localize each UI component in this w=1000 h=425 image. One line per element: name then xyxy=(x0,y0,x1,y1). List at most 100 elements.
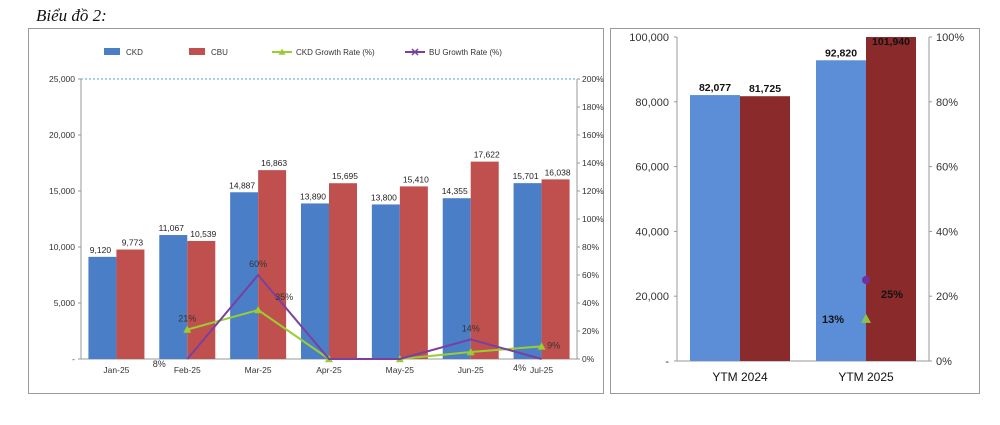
ytm-sales-chart: - 20,000 40,000 60,000 80,000 100,000 0% 20% 40%… xyxy=(610,28,980,394)
x-tick-label: Jun-25 xyxy=(458,365,484,375)
ckd-growth-marker xyxy=(466,348,475,356)
bar-ckd xyxy=(230,192,259,359)
bar-value-label: 9,773 xyxy=(122,238,144,248)
y-left-tick-label: 100,000 xyxy=(629,32,669,44)
bar-value-label: 14,355 xyxy=(442,186,468,196)
y-right-tick-label: 180% xyxy=(582,102,604,112)
bar-cbu xyxy=(541,179,570,359)
ckd-growth-marker xyxy=(537,342,546,350)
y-left-tick-label: 10,000 xyxy=(49,242,75,252)
y-left-tick-label: 15,000 xyxy=(49,186,75,196)
bar-cbu xyxy=(116,249,145,359)
x-tick-label: Mar-25 xyxy=(245,365,272,375)
bar-ckd xyxy=(690,95,740,361)
bar-cbu xyxy=(740,96,790,361)
x-tick-label: Jul-25 xyxy=(530,365,553,375)
y-left-tick-label: - xyxy=(72,354,75,364)
y-right-tick-label: 120% xyxy=(582,186,604,196)
y-left-tick-label: 20,000 xyxy=(49,130,75,140)
bar-value-label: 16,038 xyxy=(545,167,571,177)
ytm-sales-chart-svg: - 20,000 40,000 60,000 80,000 100,000 0% 20% 40%… xyxy=(629,32,964,384)
growth-value-label: 14% xyxy=(462,323,480,333)
legend-marker xyxy=(278,48,286,55)
bar-cbu xyxy=(258,170,287,359)
legend-marker xyxy=(411,48,419,56)
bar-ckd xyxy=(816,60,866,362)
bar-value-label: 15,701 xyxy=(513,171,539,181)
bar-value-label: 92,820 xyxy=(825,47,857,59)
y-right-tick-label: 0% xyxy=(582,354,595,364)
y-right-tick-label: 40% xyxy=(582,298,599,308)
legend-swatch xyxy=(104,48,120,55)
x-tick-label: YTM 2025 xyxy=(838,370,894,384)
y-right-tick-label: 200% xyxy=(582,74,604,84)
x-tick-label: May-25 xyxy=(386,365,415,375)
ckd-growth-marker xyxy=(861,313,871,323)
y-left-tick-label: 20,000 xyxy=(635,291,669,303)
bar-value-label: 14,887 xyxy=(229,180,255,190)
y-right-tick-label: 80% xyxy=(936,97,958,109)
x-tick-label: Apr-25 xyxy=(316,365,342,375)
y-right-tick-label: 20% xyxy=(936,291,958,303)
bar-ckd xyxy=(301,203,329,359)
y-right-tick-label: 80% xyxy=(582,242,599,252)
y-right-tick-label: 140% xyxy=(582,158,604,168)
y-left-tick-label: 5,000 xyxy=(54,298,76,308)
bar-cbu xyxy=(329,183,357,359)
growth-value-label: 21% xyxy=(178,314,196,324)
y-right-tick-label: 160% xyxy=(582,130,604,140)
y-left-tick-label: 25,000 xyxy=(49,74,75,84)
bar-value-label: 11,067 xyxy=(159,223,185,233)
x-tick-label: Jan-25 xyxy=(103,365,129,375)
bar-value-label: 13,800 xyxy=(371,192,397,202)
cbu-growth-marker xyxy=(862,276,870,284)
bar-cbu xyxy=(187,240,216,359)
bar-value-label: 81,725 xyxy=(749,83,781,95)
y-right-tick-label: 60% xyxy=(936,162,958,174)
bar-ckd xyxy=(159,235,188,359)
bar-value-label: 10,539 xyxy=(190,229,216,239)
y-left-tick-label: 40,000 xyxy=(635,226,669,238)
growth-value-label: 4% xyxy=(513,363,526,373)
bar-ckd xyxy=(442,198,471,359)
bar-ckd xyxy=(88,256,117,359)
growth-value-label: 25% xyxy=(881,289,903,301)
y-right-tick-label: 100% xyxy=(582,214,604,224)
y-right-tick-label: 40% xyxy=(936,226,958,238)
bar-value-label: 9,120 xyxy=(90,245,112,255)
growth-value-label: 8% xyxy=(153,359,166,369)
y-right-tick-label: 60% xyxy=(582,270,599,280)
growth-value-label: 60% xyxy=(249,259,267,269)
bar-value-label: 101,940 xyxy=(872,36,910,48)
y-right-tick-label: 20% xyxy=(582,326,599,336)
x-tick-label: YTM 2024 xyxy=(712,370,768,384)
y-left-tick-label: 60,000 xyxy=(635,162,669,174)
bar-value-label: 15,695 xyxy=(332,171,358,181)
bar-value-label: 82,077 xyxy=(699,82,731,94)
y-left-tick-label: - xyxy=(665,356,669,368)
x-tick-label: Feb-25 xyxy=(174,365,201,375)
bar-value-label: 15,410 xyxy=(403,174,429,184)
bar-value-label: 13,890 xyxy=(300,191,326,201)
y-right-tick-label: 0% xyxy=(936,356,952,368)
chart-caption: Biểu đồ 2: xyxy=(36,6,107,25)
ckd-growth-marker xyxy=(183,325,192,333)
legend-label: CKD Growth Rate (%) xyxy=(296,48,375,57)
legend-label: CBU xyxy=(211,48,228,57)
growth-value-label: 35% xyxy=(275,292,293,302)
bar-cbu xyxy=(866,37,916,361)
legend-label: BU Growth Rate (%) xyxy=(429,48,502,57)
monthly-sales-chart: - 5,000 10,000 15,000 20,000 25,000 0% 20% 40% 60… xyxy=(28,28,604,394)
bar-ckd xyxy=(371,204,400,359)
y-right-tick-label: 100% xyxy=(936,32,964,44)
bar-value-label: 17,622 xyxy=(474,150,500,160)
bar-cbu xyxy=(470,161,499,359)
bar-ckd xyxy=(513,183,542,359)
legend-label: CKD xyxy=(126,48,143,57)
growth-value-label: 9% xyxy=(547,340,560,350)
y-left-tick-label: 80,000 xyxy=(635,97,669,109)
bar-cbu xyxy=(399,186,428,359)
monthly-sales-chart-svg: - 5,000 10,000 15,000 20,000 25,000 0% 20% 40% 60… xyxy=(49,48,604,375)
growth-value-label: 13% xyxy=(822,314,844,326)
legend-swatch xyxy=(189,48,205,55)
